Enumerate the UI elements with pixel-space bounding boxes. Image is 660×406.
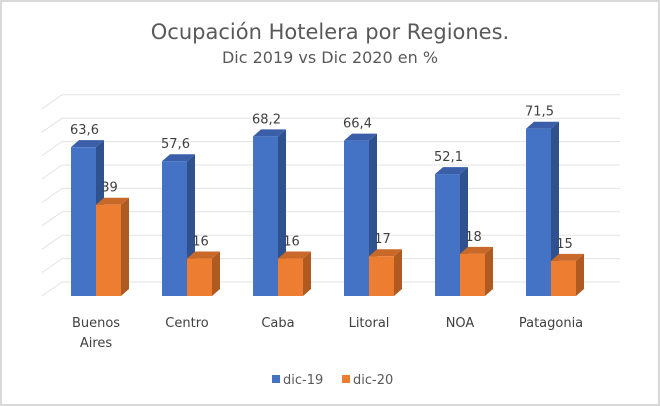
bar-top-dic-20: [278, 251, 311, 259]
data-label: 52,1: [434, 150, 463, 165]
bar-top-dic-19: [344, 133, 377, 141]
x-tick-label: Caba: [261, 316, 294, 331]
legend-swatch-dic-20: [342, 375, 350, 383]
x-tick-label: Litoral: [349, 316, 390, 331]
gridline-slant: [41, 258, 63, 274]
data-label: 63,6: [70, 123, 99, 138]
x-tick-label: Buenos: [72, 316, 120, 331]
chart-subtitle: Dic 2019 vs Dic 2020 en %: [221, 48, 439, 67]
bar-dic-19: [526, 128, 551, 296]
bar-side-dic-20: [576, 253, 584, 296]
data-label: 18: [465, 230, 482, 245]
gridline-slant: [41, 187, 63, 203]
bar-dic-20: [460, 253, 485, 296]
bar-side-dic-20: [303, 251, 311, 296]
data-label: 68,2: [252, 112, 281, 127]
gridline-slant: [41, 211, 63, 227]
bar-top-dic-20: [460, 246, 493, 254]
bar-dic-19: [344, 140, 369, 296]
data-label: 15: [556, 237, 573, 252]
bar-top-dic-19: [71, 140, 104, 148]
bar-top-dic-20: [551, 253, 584, 261]
gridline-slant: [41, 117, 63, 133]
data-label: 16: [283, 235, 300, 250]
bar-dic-19: [435, 174, 460, 296]
legend-label-dic-19: dic-19: [283, 373, 323, 388]
gridline-slant: [41, 141, 63, 157]
bar-dic-20: [369, 256, 394, 296]
gridline-slant: [41, 94, 63, 110]
data-label: 16: [192, 235, 209, 250]
bar-top-dic-20: [187, 251, 220, 259]
bar-dic-20: [187, 258, 212, 296]
data-label: 71,5: [525, 105, 554, 120]
legend-swatch-dic-19: [272, 375, 280, 383]
gridline-slant: [41, 164, 63, 180]
bar-dic-19: [71, 147, 96, 296]
bar-dic-19: [253, 136, 278, 296]
x-tick-label: Aires: [80, 336, 113, 351]
data-label: 57,6: [161, 137, 190, 152]
bar-dic-19: [162, 161, 187, 296]
bar-dic-20: [551, 260, 576, 296]
bar-dic-20: [96, 204, 121, 296]
gridline-slant: [41, 281, 63, 297]
legend-label-dic-20: dic-20: [353, 373, 393, 388]
x-tick-label: Centro: [165, 316, 208, 331]
bar-top-dic-19: [435, 167, 468, 175]
bar-top-dic-19: [253, 129, 286, 137]
data-label: 17: [374, 232, 391, 247]
gridline-slant: [41, 234, 63, 250]
bar-side-dic-19: [551, 121, 559, 296]
data-label: 66,4: [343, 117, 372, 132]
x-tick-label: Patagonia: [519, 316, 583, 331]
bar-side-dic-20: [394, 249, 402, 296]
bar-top-dic-19: [526, 121, 559, 129]
bar-top-dic-19: [162, 154, 195, 162]
bar-side-dic-20: [485, 246, 493, 296]
bar-top-dic-20: [369, 249, 402, 257]
data-label: 39: [101, 181, 118, 196]
bar-dic-20: [278, 258, 303, 296]
chart-title: Ocupación Hotelera por Regiones.: [150, 20, 510, 44]
x-tick-label: NOA: [446, 316, 475, 331]
bar-top-dic-20: [96, 197, 129, 205]
bar-side-dic-20: [121, 197, 129, 296]
bar-side-dic-20: [212, 251, 220, 296]
